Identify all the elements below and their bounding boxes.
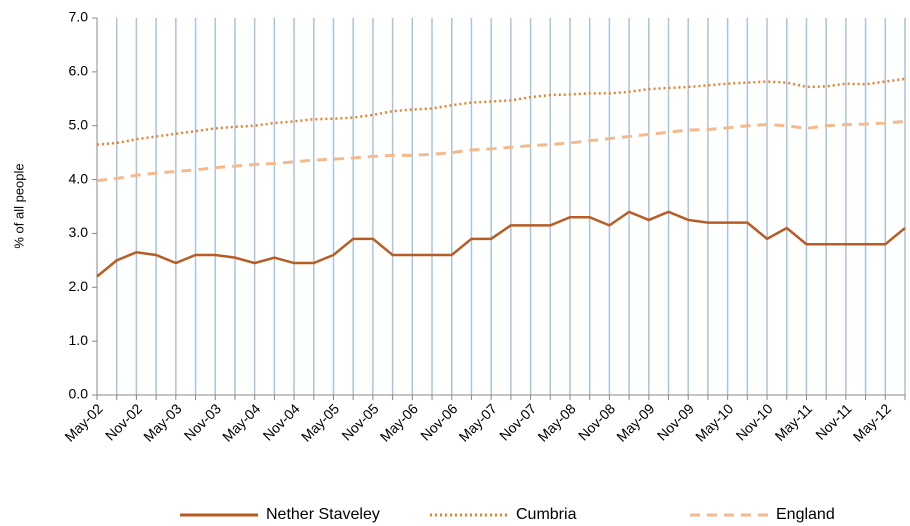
y-tick-label: 6.0 [69,63,89,79]
x-tick-label: Nov-04 [260,400,303,443]
series-line [96,119,906,183]
series-line [96,77,906,146]
x-tick-label: May-03 [140,400,184,444]
y-tick-label: 5.0 [69,116,89,132]
legend-label: Nether Staveley [266,506,380,523]
x-tick-label: Nov-09 [654,400,697,443]
x-tick-label: Nov-02 [102,400,145,443]
x-tick-label: Nov-06 [417,400,460,443]
x-tick-label: May-11 [772,400,816,444]
x-tick-label: Nov-03 [181,400,224,443]
legend-label: England [776,506,835,523]
x-tick-label: May-07 [456,400,500,444]
series-line [96,210,906,278]
x-tick-label: Nov-11 [812,400,855,443]
y-tick-label: 0.0 [69,386,89,402]
x-tick-label: May-06 [377,400,421,444]
y-tick-label: 1.0 [69,332,89,348]
y-axis-title: % of all people [11,163,26,248]
x-tick-label: Nov-05 [338,400,381,443]
legend-label: Cumbria [516,506,577,523]
x-tick-label: Nov-08 [575,400,618,443]
x-tick-label: May-09 [613,400,657,444]
y-tick-label: 4.0 [69,170,89,186]
x-tick-label: May-12 [850,400,894,444]
x-tick-label: May-02 [61,400,105,444]
x-tick-label: May-05 [298,400,342,444]
y-tick-label: 2.0 [69,278,89,294]
x-tick-label: May-08 [534,400,578,444]
x-tick-label: May-10 [692,400,736,444]
x-tick-label: Nov-10 [733,400,776,443]
x-tick-label: Nov-07 [496,400,539,443]
y-tick-label: 7.0 [69,9,89,25]
x-tick-label: May-04 [219,400,263,444]
y-tick-label: 3.0 [69,224,89,240]
